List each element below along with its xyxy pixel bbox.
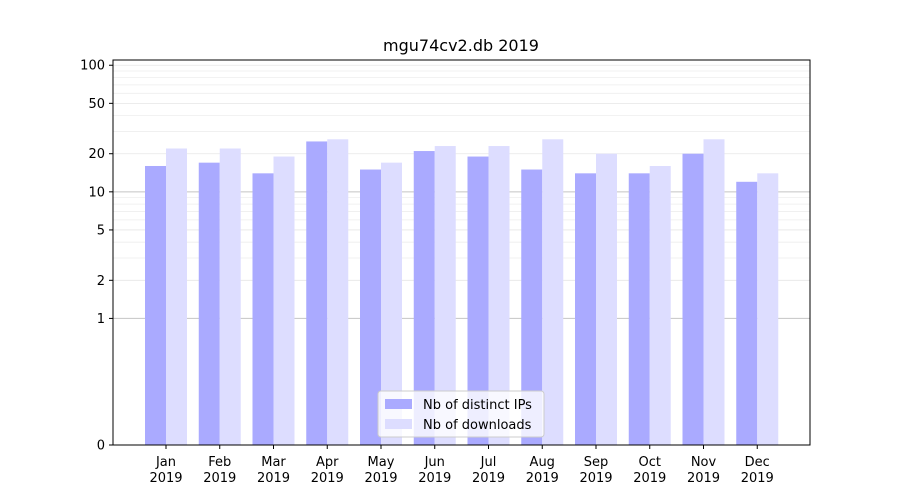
x-tick-label-month: Jul: [480, 455, 497, 470]
y-tick-label: 5: [97, 223, 105, 238]
y-tick-label: 1: [97, 312, 105, 327]
x-tick-label-year: 2019: [364, 471, 397, 486]
x-tick-label-month: May: [368, 455, 395, 470]
y-tick-label: 100: [80, 59, 105, 74]
bar-downloads: [703, 139, 725, 445]
x-tick-label-year: 2019: [311, 471, 344, 486]
axis-layer: 0125102050100Jan2019Feb2019Mar2019Apr201…: [80, 59, 811, 486]
x-tick-label-year: 2019: [579, 471, 612, 486]
bar-distinct-ips: [145, 165, 166, 446]
bar-distinct-ips: [575, 173, 596, 445]
legend-swatch: [385, 399, 412, 409]
bar-distinct-ips: [413, 151, 435, 445]
bar-distinct-ips: [521, 169, 543, 445]
legend: Nb of distinct IPs Nb of downloads: [377, 390, 545, 438]
legend-box: [377, 390, 545, 438]
x-tick-label-month: Mar: [261, 455, 286, 470]
x-tick-label-month: Feb: [208, 455, 231, 470]
bar-distinct-ips: [360, 169, 381, 445]
bar-distinct-ips: [252, 173, 274, 445]
bar-downloads: [219, 148, 241, 445]
x-tick-label-month: Apr: [316, 455, 339, 470]
bar-distinct-ips: [628, 173, 650, 445]
y-tick-label: 2: [97, 274, 105, 289]
bar-distinct-ips: [736, 181, 758, 445]
x-tick-label-month: Sep: [584, 455, 609, 470]
bar-distinct-ips: [306, 141, 328, 445]
x-tick-label-year: 2019: [149, 471, 182, 486]
bar-distinct-ips: [682, 153, 704, 446]
plot-frame: [112, 59, 811, 446]
bar-downloads: [649, 165, 671, 446]
legend-label: Nb of distinct IPs: [423, 398, 532, 413]
x-tick-label-year: 2019: [257, 471, 290, 486]
y-tick-label: 50: [88, 97, 105, 112]
bar-downloads: [596, 153, 617, 446]
x-tick-label-year: 2019: [687, 471, 720, 486]
bars-layer: [145, 139, 779, 446]
x-tick-label-year: 2019: [526, 471, 559, 486]
bar-downloads: [542, 139, 564, 445]
x-tick-label-year: 2019: [633, 471, 666, 486]
x-tick-label-year: 2019: [741, 471, 774, 486]
x-tick-label-month: Dec: [745, 455, 770, 470]
x-tick-label-year: 2019: [418, 471, 451, 486]
bar-distinct-ips: [198, 162, 220, 445]
bar-distinct-ips: [467, 156, 489, 446]
y-tick-label: 0: [97, 439, 105, 454]
legend-label: Nb of downloads: [423, 418, 532, 433]
y-tick-label: 20: [88, 147, 105, 162]
x-tick-label-month: Oct: [639, 455, 661, 470]
y-tick-label: 10: [88, 185, 105, 200]
bar-downloads: [434, 146, 456, 445]
x-tick-label-year: 2019: [203, 471, 236, 486]
x-tick-label-year: 2019: [472, 471, 505, 486]
x-tick-label-month: Aug: [530, 455, 555, 470]
bar-downloads: [327, 139, 349, 445]
legend-swatch: [385, 419, 412, 429]
bar-downloads: [488, 146, 510, 445]
x-tick-label-month: Jan: [155, 455, 176, 470]
bar-downloads: [166, 148, 187, 445]
bar-downloads: [381, 162, 402, 445]
bar-downloads: [273, 156, 295, 446]
chart-title: mgu74cv2.db 2019: [383, 36, 539, 55]
x-tick-label-month: Jun: [424, 455, 445, 470]
bar-downloads: [757, 173, 779, 445]
x-tick-label-month: Nov: [691, 455, 717, 470]
